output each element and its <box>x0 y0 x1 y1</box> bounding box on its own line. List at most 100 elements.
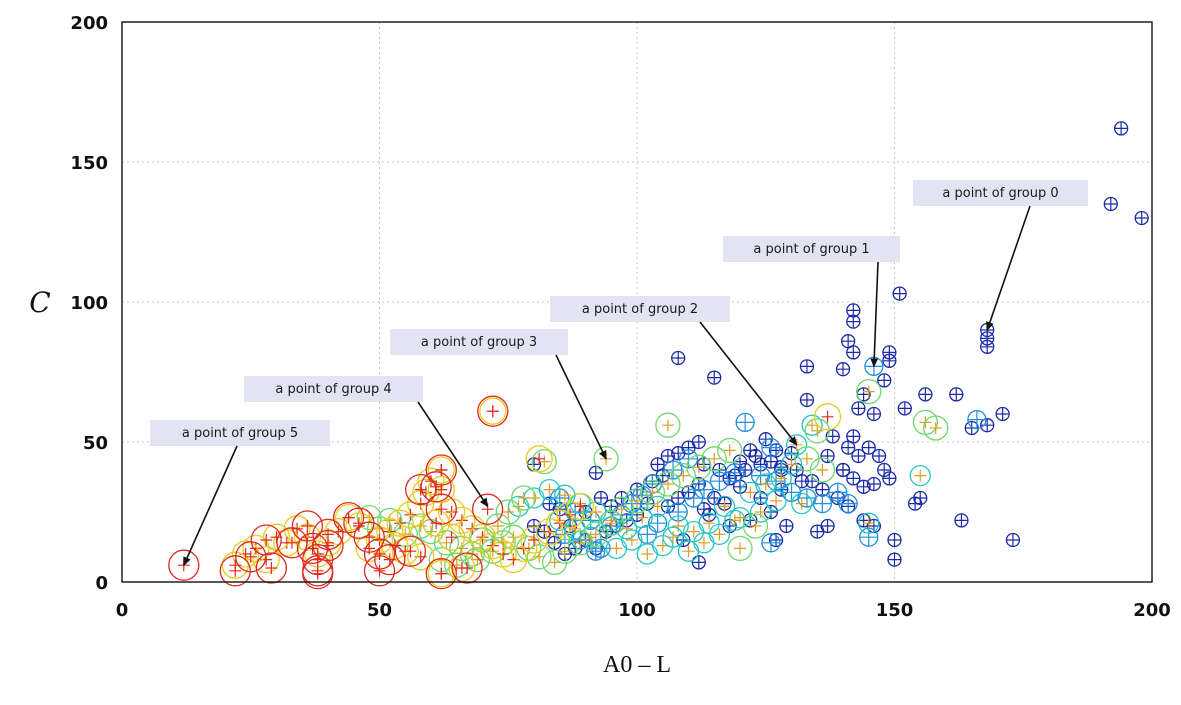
point-cross <box>851 449 865 463</box>
point-cross <box>631 494 643 507</box>
data-point-group-1 <box>709 471 730 491</box>
point-cross <box>800 393 814 407</box>
data-point-group-1 <box>735 412 755 433</box>
annotation-box <box>390 329 568 355</box>
annotation-box <box>913 180 1088 206</box>
point-cross <box>528 534 540 546</box>
point-cross <box>846 429 860 443</box>
data-point-group-3 <box>608 496 635 522</box>
point-cross <box>761 533 780 552</box>
data-point-group-5 <box>420 471 452 503</box>
point-cross <box>723 471 737 485</box>
point-circle <box>923 415 949 441</box>
point-cross <box>980 340 994 354</box>
point-cross <box>980 418 994 432</box>
data-point-group-0 <box>1134 210 1149 226</box>
data-point-group-0 <box>526 518 542 534</box>
data-point-group-3 <box>923 415 949 441</box>
point-cross <box>648 514 667 533</box>
point-cross <box>828 483 847 502</box>
point-cross <box>265 562 278 574</box>
point-circle <box>464 546 491 573</box>
point-cross <box>497 536 510 549</box>
point-cross <box>888 533 901 547</box>
point-cross <box>697 536 710 549</box>
data-point-group-0 <box>810 524 825 539</box>
point-cross <box>862 385 875 398</box>
point-cross <box>813 494 832 513</box>
point-circle <box>448 554 476 582</box>
data-points <box>168 121 1149 590</box>
point-cross <box>898 401 912 415</box>
data-point-group-5 <box>451 552 483 584</box>
point-circle <box>567 530 593 556</box>
point-cross <box>877 373 891 387</box>
point-circle <box>701 446 727 472</box>
point-cross <box>491 520 504 532</box>
data-point-group-3 <box>433 530 460 556</box>
point-circle <box>546 509 574 537</box>
point-circle <box>765 490 787 512</box>
point-cross <box>543 483 556 496</box>
point-circle <box>742 513 769 539</box>
point-circle <box>396 501 425 529</box>
point-circle <box>813 403 842 431</box>
point-circle <box>495 499 521 525</box>
data-point-group-2 <box>755 473 777 495</box>
data-point-group-0 <box>696 502 712 517</box>
data-point-group-5 <box>343 507 375 539</box>
point-cross <box>736 413 755 432</box>
data-point-group-0 <box>913 490 928 506</box>
point-cross <box>738 463 752 477</box>
point-circle <box>276 527 308 559</box>
point-circle <box>332 501 365 534</box>
data-point-group-4 <box>566 492 594 521</box>
x-tick-label: 50 <box>367 600 392 621</box>
point-circle <box>804 418 830 444</box>
point-cross <box>708 452 721 465</box>
point-cross <box>383 514 396 527</box>
point-circle <box>425 557 457 590</box>
point-circle <box>345 512 373 540</box>
annotation-arrow <box>555 354 607 460</box>
point-cross <box>851 401 865 415</box>
point-circle <box>437 523 466 551</box>
point-cross <box>677 469 690 482</box>
data-point-group-0 <box>866 406 882 422</box>
data-point-group-1 <box>967 409 987 430</box>
annotation-group-5: a point of group 5 <box>150 420 330 567</box>
data-point-group-0 <box>980 418 995 433</box>
data-point-group-0 <box>835 462 851 478</box>
point-circle <box>479 531 507 560</box>
point-circle <box>856 378 882 405</box>
point-circle <box>749 501 772 523</box>
point-circle <box>168 549 200 581</box>
point-cross <box>743 443 757 457</box>
data-point-group-2 <box>801 414 823 436</box>
point-cross <box>285 536 298 549</box>
data-point-group-0 <box>861 440 876 455</box>
annotation-label: a point of group 1 <box>753 242 869 257</box>
point-circle <box>422 509 450 537</box>
point-cross <box>669 503 688 521</box>
point-circle <box>639 479 666 506</box>
annotation-group-2: a point of group 2 <box>550 296 798 446</box>
point-circle <box>729 506 751 529</box>
point-circle <box>631 506 653 529</box>
point-cross <box>821 410 834 423</box>
point-circle <box>708 523 731 546</box>
point-cross <box>671 491 685 505</box>
data-point-group-2 <box>713 495 736 518</box>
data-point-group-0 <box>918 387 933 402</box>
data-point-group-3 <box>567 530 593 556</box>
data-point-group-2 <box>708 523 731 546</box>
point-cross <box>846 471 860 485</box>
point-circle <box>252 545 280 574</box>
data-point-group-0 <box>779 518 794 534</box>
point-circle <box>526 544 552 570</box>
point-circle <box>801 414 823 436</box>
point-cross <box>610 542 623 555</box>
point-cross <box>954 513 968 527</box>
point-cross <box>641 548 654 560</box>
point-cross <box>594 491 608 505</box>
